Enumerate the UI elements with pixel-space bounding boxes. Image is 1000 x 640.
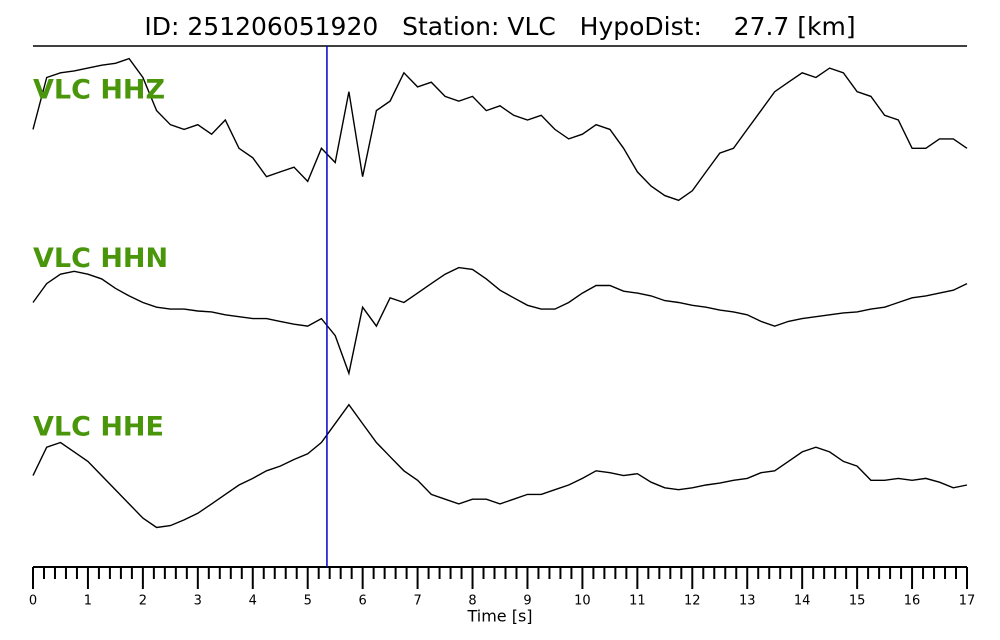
x-tick-label: 17 (959, 594, 976, 609)
x-tick-label: 8 (468, 594, 476, 609)
x-tick-label: 4 (249, 594, 257, 609)
x-tick-label: 15 (849, 594, 866, 609)
x-tick-label: 16 (904, 594, 921, 609)
waveform (32, 403, 968, 529)
x-tick-label: 0 (29, 594, 37, 609)
waveform (32, 57, 968, 202)
x-tick-label: 13 (739, 594, 756, 609)
trace-label: VLC HHN (33, 243, 168, 274)
x-tick-label: 5 (304, 594, 312, 609)
x-tick-label: 10 (574, 594, 591, 609)
x-tick-label: 6 (359, 594, 367, 609)
x-tick-label: 12 (684, 594, 701, 609)
x-tick-label: 9 (523, 594, 531, 609)
x-tick-label: 2 (139, 594, 147, 609)
x-tick-label: 1 (84, 594, 92, 609)
chart-title: ID: 251206051920 Station: VLC HypoDist: … (144, 12, 855, 41)
trace-label: VLC HHE (33, 411, 164, 442)
x-axis-label: Time [s] (466, 607, 532, 626)
x-tick-label: 14 (794, 594, 811, 609)
trace-label: VLC HHZ (33, 75, 165, 106)
x-tick-label: 11 (629, 594, 646, 609)
x-tick-label: 7 (413, 594, 421, 609)
waveform (32, 266, 968, 376)
x-tick-label: 3 (194, 594, 202, 609)
